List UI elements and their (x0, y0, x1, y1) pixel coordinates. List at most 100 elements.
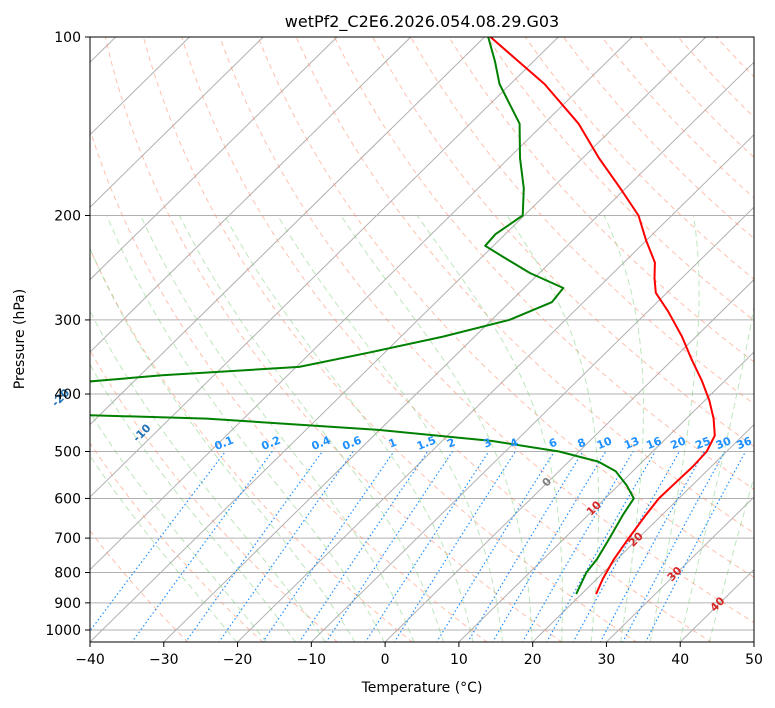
isotherm-line (90, 37, 412, 353)
isotherm-line (90, 37, 264, 208)
dry-adiabat-line (142, 37, 638, 642)
dry-adiabat-line (524, 37, 754, 280)
dry-adiabat-line (104, 37, 563, 642)
x-tick-label: −20 (223, 652, 253, 668)
mixing-ratio-label: 20 (669, 434, 688, 452)
y-axis-label: Pressure (hPa) (12, 289, 28, 389)
dry-adiabat-line (448, 37, 754, 363)
dry-adiabat-line (486, 37, 754, 322)
dewpoint-profile (90, 37, 635, 595)
dry-adiabat-line (219, 37, 754, 624)
moist-adiabat-line (224, 215, 474, 642)
mixing-ratio-label: 1 (387, 436, 399, 451)
moist-adiabat-line (708, 475, 754, 642)
y-tick-label: 800 (54, 566, 81, 582)
chart-title: wetPf2_C2E6.2026.054.08.29.G03 (285, 12, 559, 32)
mixing-ratio-label: 0.1 (213, 434, 236, 453)
moist-adiabat-line (90, 454, 238, 642)
mixing-ratio-label: 8 (576, 436, 588, 451)
dry-adiabat-line (754, 37, 775, 643)
dry-adiabat-line (601, 37, 754, 199)
y-tick-label: 1000 (45, 623, 81, 639)
moist-adiabat-line (90, 310, 326, 642)
moist-adiabat-line (140, 215, 415, 642)
y-tick-label: 500 (54, 444, 81, 460)
y-tick-label: 200 (54, 209, 81, 225)
dry-adiabat-line (257, 37, 754, 578)
dry-adiabat-label: -10 (130, 421, 153, 444)
isotherm-line (753, 641, 754, 642)
isotherm-line (679, 568, 754, 642)
moist-adiabat-line (90, 363, 297, 642)
moist-adiabat-line (649, 215, 700, 642)
mixing-ratio-line (393, 451, 516, 642)
line-labels: 0.10.20.40.611.52346810131620253036-100-… (49, 386, 754, 614)
mixing-ratio-label: 10 (595, 434, 614, 452)
dry-adiabat-line (639, 37, 754, 159)
x-tick-label: 50 (745, 652, 763, 668)
y-tick-label: 700 (54, 531, 81, 547)
mixing-ratio-line (436, 451, 555, 642)
mixing-ratio-label: 1.5 (415, 434, 438, 453)
background-lines (90, 37, 775, 643)
mixing-ratio-line (131, 451, 273, 642)
mixing-ratio-label: 2 (445, 436, 457, 451)
dry-adiabat-line (181, 37, 713, 642)
dry-adiabat-line (563, 37, 754, 240)
mixing-ratio-label: 30 (714, 434, 733, 452)
dry-adiabat-line (90, 128, 488, 642)
plot-frame (89, 36, 755, 643)
isotherm-line (605, 496, 754, 642)
mixing-ratio-label: 0.2 (260, 434, 283, 453)
isotherm-label: 20 (626, 529, 646, 549)
dry-adiabat-line (333, 37, 754, 490)
mixing-ratio-label: 6 (547, 436, 559, 451)
dry-adiabat-line (90, 349, 339, 642)
mixing-ratio-line (184, 451, 323, 642)
isotherm-line (90, 37, 633, 571)
mixing-ratio-label: 3 (481, 436, 493, 451)
dry-adiabat-line (295, 37, 754, 534)
data-series (90, 37, 716, 595)
mixing-ratio-label: 0.4 (310, 433, 333, 452)
grid-lines (90, 37, 754, 642)
mixing-ratio-line (467, 451, 584, 642)
temperature-profile (489, 37, 716, 595)
isotherm-line (90, 37, 485, 426)
mixing-ratio-line (218, 451, 354, 642)
mixing-ratio-line (645, 451, 747, 642)
mixing-ratio-line (325, 451, 453, 642)
mixing-ratio-label: 0.6 (340, 433, 363, 452)
mixing-ratio-line (546, 451, 656, 642)
y-tick-label: 900 (54, 596, 81, 612)
isotherm-label: 40 (708, 594, 728, 614)
dry-adiabat-line (90, 530, 189, 642)
isotherm-label: 10 (584, 498, 604, 518)
x-tick-label: −30 (149, 652, 179, 668)
isotherm-line (384, 278, 754, 642)
moist-adiabat-line (603, 215, 644, 642)
y-tick-label: 600 (54, 491, 81, 507)
isotherm-line (90, 37, 559, 498)
x-axis-label: Temperature (°C) (361, 680, 483, 696)
axis-ticks: −40 −30 −20 −10 0 10 20 30 40 5010020030040050060… (45, 30, 763, 668)
mixing-ratio-line (622, 451, 726, 642)
moist-adiabat-line (179, 215, 444, 642)
x-tick-label: 0 (381, 652, 390, 668)
mixing-ratio-line (599, 451, 705, 642)
mixing-ratio-label: 36 (735, 434, 754, 452)
isotherm-line (236, 133, 754, 642)
moist-adiabat-line (90, 247, 356, 642)
isotherm-line (310, 206, 754, 642)
x-tick-label: −40 (75, 652, 105, 668)
isotherm-line (90, 37, 338, 281)
mixing-ratio-line (90, 451, 226, 632)
mixing-ratio-line (262, 451, 395, 642)
x-tick-label: 10 (450, 652, 468, 668)
x-tick-label: −10 (297, 652, 327, 668)
mixing-ratio-label: 25 (693, 434, 712, 452)
mixing-ratio-line (572, 451, 681, 642)
x-tick-label: 30 (598, 652, 616, 668)
isotherm-line (458, 351, 754, 642)
